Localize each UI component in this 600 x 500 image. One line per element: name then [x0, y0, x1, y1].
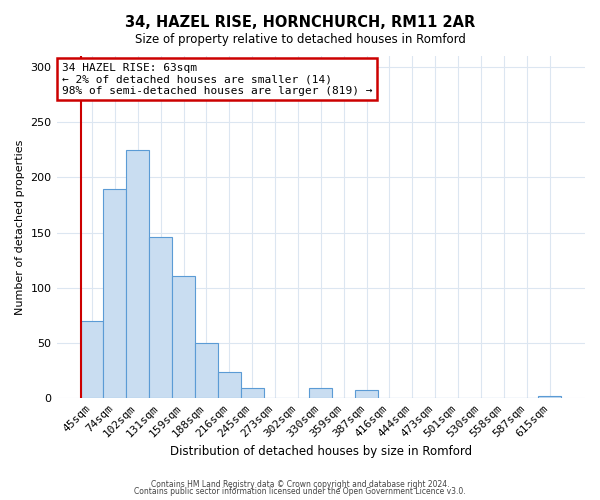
Bar	[355, 390, 378, 398]
Bar	[172, 276, 195, 398]
Bar	[241, 388, 263, 398]
Bar	[538, 396, 561, 398]
Text: 34 HAZEL RISE: 63sqm
← 2% of detached houses are smaller (14)
98% of semi-detach: 34 HAZEL RISE: 63sqm ← 2% of detached ho…	[62, 63, 373, 96]
Bar	[127, 150, 149, 398]
Bar	[310, 388, 332, 398]
X-axis label: Distribution of detached houses by size in Romford: Distribution of detached houses by size …	[170, 444, 472, 458]
Bar	[80, 321, 103, 398]
Bar	[103, 188, 127, 398]
Text: Size of property relative to detached houses in Romford: Size of property relative to detached ho…	[134, 32, 466, 46]
Text: Contains HM Land Registry data © Crown copyright and database right 2024.: Contains HM Land Registry data © Crown c…	[151, 480, 449, 489]
Text: 34, HAZEL RISE, HORNCHURCH, RM11 2AR: 34, HAZEL RISE, HORNCHURCH, RM11 2AR	[125, 15, 475, 30]
Y-axis label: Number of detached properties: Number of detached properties	[15, 140, 25, 315]
Text: Contains public sector information licensed under the Open Government Licence v3: Contains public sector information licen…	[134, 488, 466, 496]
Bar	[195, 343, 218, 398]
Bar	[218, 372, 241, 398]
Bar	[149, 237, 172, 398]
